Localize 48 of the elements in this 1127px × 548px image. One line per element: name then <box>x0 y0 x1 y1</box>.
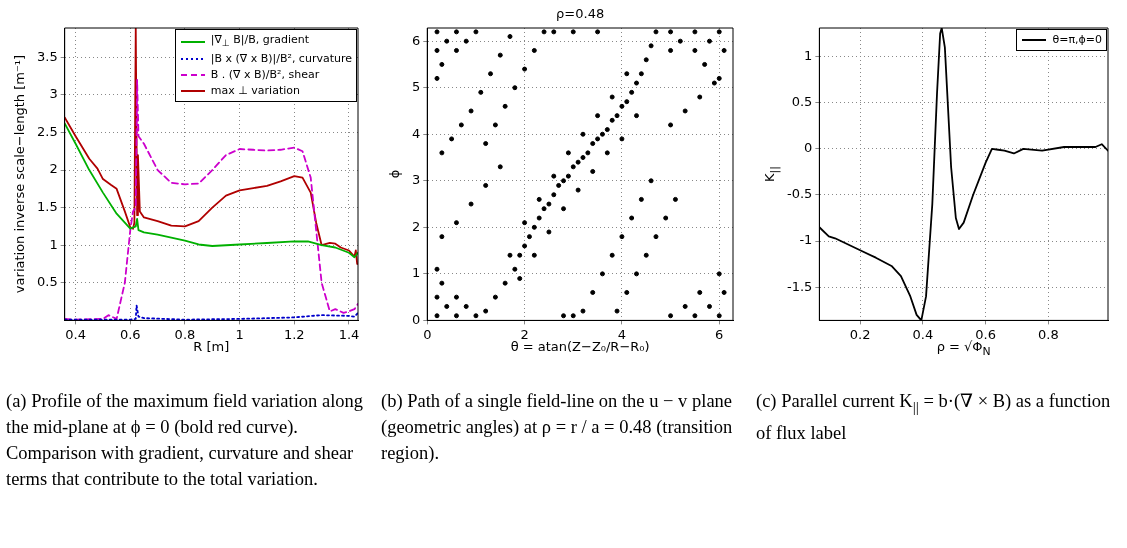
x-tick-label: 0.6 <box>975 326 996 342</box>
x-tick-label: 0.8 <box>174 326 196 342</box>
y-tick-label: 5 <box>411 79 421 95</box>
text: (c) Parallel current K$_{||}$ = b·(∇ × B) as a function of flux label <box>756 391 1111 443</box>
y-tick-label: -1 <box>799 232 813 248</box>
x-tick-label: 0.8 <box>1038 326 1059 342</box>
x-tick-label: 0.4 <box>912 326 934 342</box>
x-tick-label: 0 <box>423 326 432 342</box>
x-axis-title: θ = atan(Z−Z₀/R−R₀) <box>510 339 650 355</box>
chart-title: ρ=0.48 <box>556 6 605 21</box>
y-tick-label: 0.5 <box>791 94 813 110</box>
x-axis-title: ρ = √Φ$_{N}$ <box>936 339 991 358</box>
legend-label: |B x (∇ x B)|/B², curvature <box>210 51 352 68</box>
x-tick-label: 0.6 <box>119 326 141 342</box>
y-tick-label: 2.5 <box>36 123 58 139</box>
x-tick-label: 6 <box>715 326 724 342</box>
x-tick-label: 1 <box>235 326 244 342</box>
x-tick-label: 0.4 <box>65 326 86 342</box>
y-tick-label: -1.5 <box>786 278 813 294</box>
y-tick-label: -0.5 <box>786 186 813 202</box>
y-tick-label: 2 <box>411 218 421 234</box>
y-tick-label: 6 <box>411 32 421 48</box>
y-tick-label: 0 <box>411 311 421 327</box>
x-tick-label: 4 <box>617 326 627 342</box>
y-tick-label: 1 <box>411 265 421 281</box>
x-tick-label: 1.2 <box>283 326 305 342</box>
text: (b) Path of a single field-line on the u − v plane (geometric angles) at ρ = r / a = 0.48 (transition region). <box>381 390 734 465</box>
y-tick-label: 0 <box>804 140 813 156</box>
legend-label: θ=π,ϕ=0 <box>1052 32 1102 48</box>
legend-label: |∇$_{⊥}$ B|/B, gradient <box>210 32 310 51</box>
y-axis-title: ϕ <box>387 169 402 179</box>
y-tick-label: 0.5 <box>36 274 58 290</box>
legend-label: max ⊥ variation <box>210 83 300 100</box>
y-tick-label: 4 <box>411 125 421 141</box>
y-tick-label: 3 <box>411 172 421 188</box>
x-tick-label: 2 <box>520 326 529 342</box>
y-tick-label: 1 <box>804 47 813 63</box>
y-tick-label: 2 <box>49 161 58 177</box>
y-tick-label: 1.5 <box>36 199 58 215</box>
y-tick-label: 3 <box>49 86 58 102</box>
legend-label: B . (∇ x B)/B², shear <box>210 67 320 84</box>
y-tick-label: 3.5 <box>36 48 58 64</box>
x-tick-label: 0.2 <box>849 326 871 342</box>
text: (a) Profile of the maximum field variation along the mid-plane at ϕ = 0 (bold red curve). Comparison with gradient, curvature and shear terms that contribute to the total variation. <box>6 390 365 491</box>
x-tick-label: 1.4 <box>338 326 360 342</box>
x-axis-title: R [m] <box>193 339 230 355</box>
y-tick-label: 1 <box>49 236 58 252</box>
y-axis-title: variation inverse scale−length [m⁻¹] <box>12 55 27 294</box>
